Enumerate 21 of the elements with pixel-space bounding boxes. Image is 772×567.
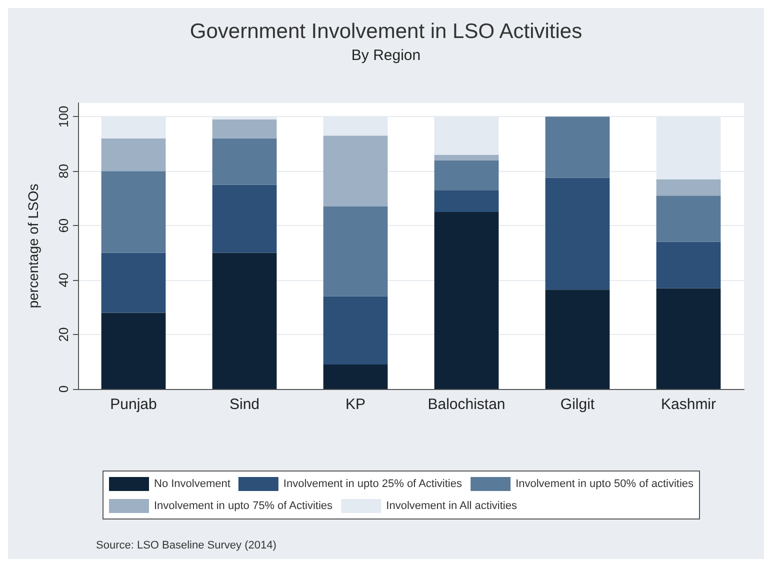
y-axis-title: percentage of LSOs [25, 184, 41, 308]
y-tick-label: 40 [56, 272, 71, 288]
x-tick-label: Balochistan [428, 396, 506, 413]
x-tick-label: Punjab [110, 396, 157, 413]
legend-label: Involvement in upto 75% of Activities [154, 500, 334, 512]
x-tick-label: Sind [229, 396, 260, 413]
legend-label: Involvement in upto 25% of Activities [283, 478, 462, 490]
y-tick-label: 60 [56, 218, 71, 233]
y-tick-label: 20 [56, 327, 71, 342]
x-tick-label: KP [345, 396, 366, 413]
source-note: Source: LSO Baseline Survey (2014) [96, 540, 276, 552]
y-tick-label: 0 [56, 385, 71, 393]
chart-subtitle: By Region [351, 47, 421, 64]
x-tick-label: Gilgit [560, 396, 596, 413]
y-tick-label: 100 [56, 106, 71, 128]
legend-label: No Involvement [154, 478, 230, 490]
legend-label: Involvement in All activities [386, 500, 518, 512]
legend-label: Involvement in upto 50% of activities [516, 478, 694, 490]
chart-title: Government Involvement in LSO Activities [190, 20, 582, 43]
y-tick-label: 80 [56, 164, 71, 178]
x-tick-label: Kashmir [660, 396, 716, 413]
